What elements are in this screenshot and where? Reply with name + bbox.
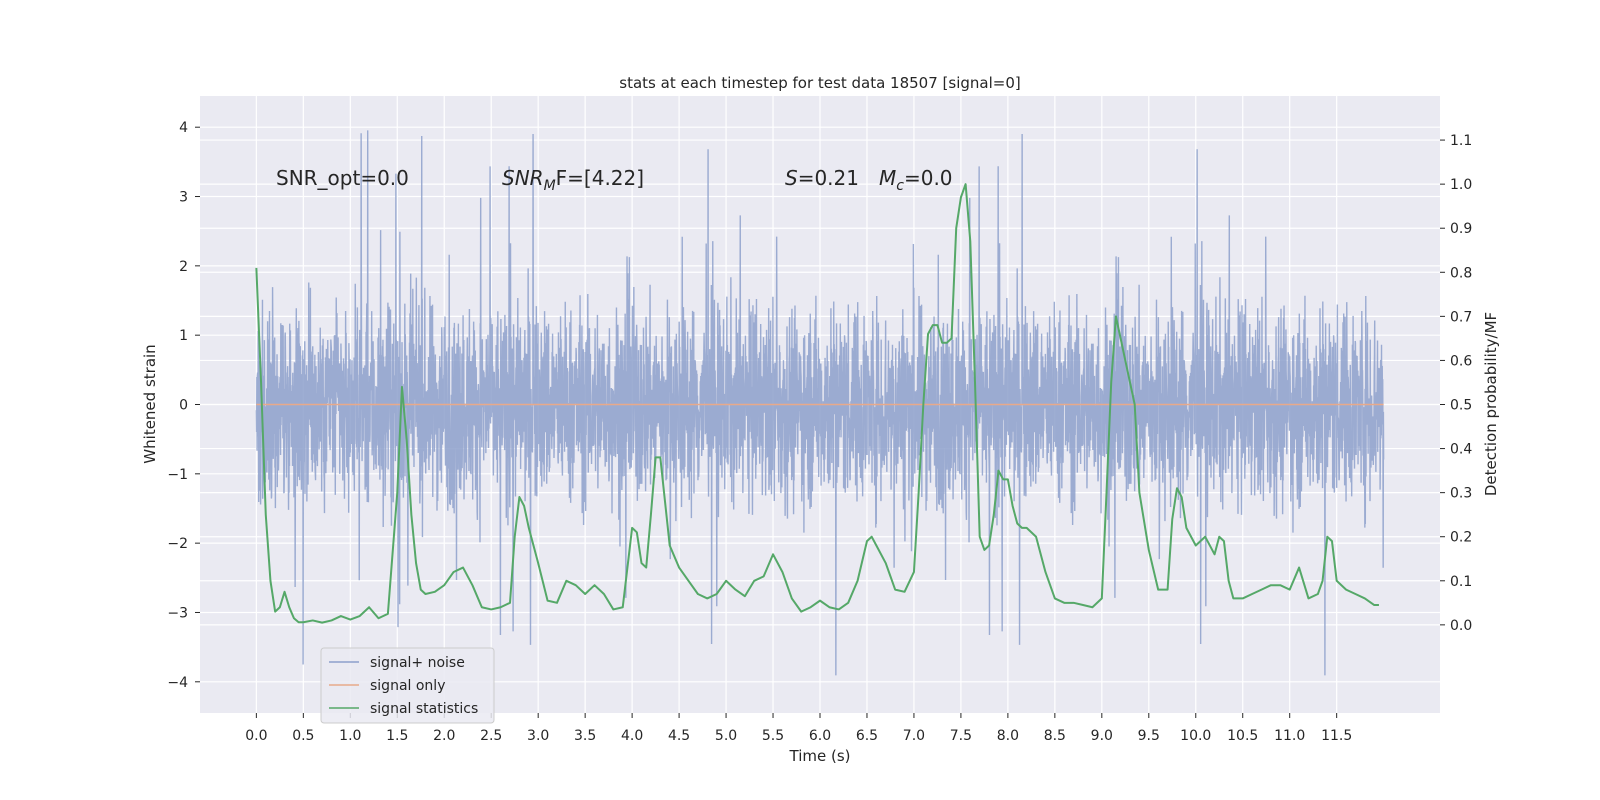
x-tick-label: 11.0 (1274, 728, 1305, 744)
y2-tick-label: 0.1 (1450, 574, 1472, 590)
annotation-snr-mf: SNRMF=[4.22] (502, 166, 644, 194)
y-tick-label: −2 (167, 536, 188, 552)
legend: signal+ noise signal only signal statist… (320, 647, 495, 724)
x-tick-label: 2.0 (433, 728, 455, 744)
annotation-mc-label: M (879, 166, 896, 190)
y-tick-label: 0 (179, 398, 188, 414)
annotation-snr-mf-base: SNR (502, 166, 544, 190)
y2-tick-label: 1.1 (1450, 133, 1472, 149)
series-signal-noise (255, 130, 1385, 676)
y2-tick-label: 0.2 (1450, 530, 1472, 546)
legend-box (320, 647, 495, 724)
x-tick-label: 4.0 (621, 728, 643, 744)
x-tick-label: 5.5 (762, 728, 784, 744)
axes: 0.0 0.5 1.0 1.5 2.0 2.5 3.0 3.5 4.0 4.5 5.0 5.5 6.0 6… (167, 120, 1472, 744)
annotation-mc-value: =0.0 (904, 166, 953, 190)
x-tick-label: 0.0 (245, 728, 267, 744)
y-tick-label: 1 (179, 328, 188, 344)
y-axis-label: Whitened strain (141, 344, 159, 463)
x-tick-label: 6.5 (856, 728, 878, 744)
legend-entry-signal-statistics: signal statistics (370, 701, 478, 717)
x-tick-label: 9.0 (1091, 728, 1113, 744)
y2-tick-label: 1.0 (1450, 177, 1472, 193)
annotation-s-label: S (785, 166, 798, 190)
legend-entry-signal-noise: signal+ noise (370, 655, 465, 671)
x-tick-label: 1.5 (386, 728, 408, 744)
x-tick-label: 5.0 (715, 728, 737, 744)
chart-title: stats at each timestep for test data 185… (619, 74, 1020, 92)
x-tick-label: 6.0 (809, 728, 831, 744)
y2-tick-label: 0.0 (1450, 618, 1472, 634)
y2-tick-label: 0.7 (1450, 309, 1472, 325)
x-tick-label: 9.5 (1138, 728, 1160, 744)
x-tick-label: 0.5 (292, 728, 314, 744)
x-tick-label: 3.0 (527, 728, 549, 744)
x-tick-label: 10.0 (1180, 728, 1211, 744)
y2-tick-label: 0.8 (1450, 265, 1472, 281)
y2-tick-label: 0.9 (1450, 221, 1472, 237)
x-tick-label: 8.0 (997, 728, 1019, 744)
x-tick-label: 7.0 (903, 728, 925, 744)
annotation-snr-opt: SNR_opt=0.0 (276, 166, 409, 190)
y2-tick-label: 0.5 (1450, 398, 1472, 414)
y-tick-label: −1 (167, 467, 188, 483)
y2-tick-label: 0.3 (1450, 486, 1472, 502)
y-tick-label: 3 (179, 190, 188, 206)
annotation-mc: Mc=0.0 (879, 166, 953, 194)
annotation-mc-sub: c (896, 178, 904, 194)
annotation-snr-mf-rest: F=[4.22] (556, 166, 644, 190)
annotation-s-value: =0.21 (798, 166, 859, 190)
x-tick-label: 3.5 (574, 728, 596, 744)
y2-tick-label: 0.4 (1450, 442, 1472, 458)
y2-axis-label: Detection probability/MF (1482, 312, 1500, 496)
x-tick-label: 1.0 (339, 728, 361, 744)
x-tick-label: 7.5 (950, 728, 972, 744)
x-axis-label: Time (s) (789, 747, 851, 765)
x-tick-label: 2.5 (480, 728, 502, 744)
data-series (255, 130, 1385, 676)
x-tick-label: 11.5 (1321, 728, 1352, 744)
annotation-s: S=0.21 (785, 166, 859, 190)
series-signal-statistics (255, 183, 1379, 624)
annotation-snr-mf-sub: M (544, 178, 556, 194)
y-tick-label: −4 (167, 675, 188, 691)
y2-tick-label: 0.6 (1450, 353, 1472, 369)
y-tick-label: 4 (179, 120, 188, 136)
y-tick-label: −3 (167, 605, 188, 621)
x-tick-label: 4.5 (668, 728, 690, 744)
y-tick-label: 2 (179, 259, 188, 275)
x-tick-label: 10.5 (1227, 728, 1258, 744)
legend-entry-signal-only: signal only (370, 678, 445, 694)
x-tick-label: 8.5 (1044, 728, 1066, 744)
